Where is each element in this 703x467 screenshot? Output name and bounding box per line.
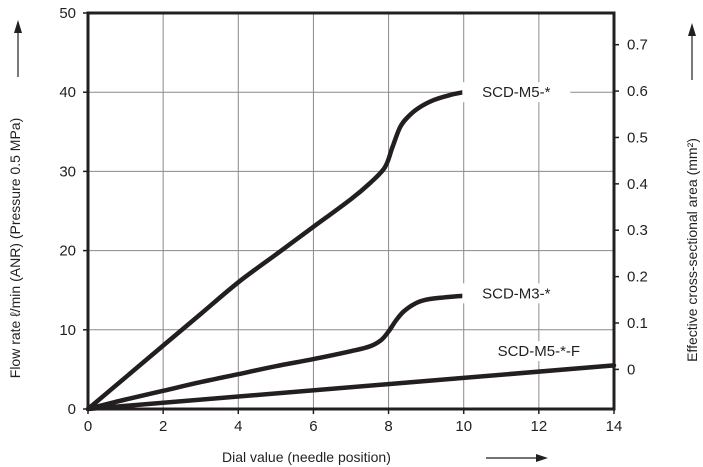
series-line-scd-m5-f	[85, 363, 617, 412]
y2-axis-arrowhead	[688, 23, 696, 36]
y-tick-label: 50	[59, 5, 76, 22]
x-tick-label: 8	[384, 418, 392, 435]
y-axis-arrowhead	[14, 20, 22, 33]
series-label-scd-m3: SCD-M3-*	[482, 285, 550, 302]
series-label-background	[484, 341, 593, 362]
y2-tick-label: 0.6	[627, 83, 648, 100]
series-label-scd-m5: SCD-M5-*	[482, 84, 550, 101]
y-tick-label: 30	[59, 163, 76, 180]
x-tick-label: 10	[455, 418, 472, 435]
series-layer	[85, 89, 617, 412]
plot-frame	[86, 11, 616, 411]
y2-tick-label: 0.3	[627, 222, 648, 239]
x-tick-label: 14	[606, 418, 623, 435]
y-tick-label: 20	[59, 243, 76, 260]
x-tick-label: 0	[84, 418, 92, 435]
y2-axis-title: Effective cross-sectional area (mm²)	[684, 138, 700, 362]
x-tick-label: 6	[309, 418, 317, 435]
y2-tick-label: 0.2	[627, 269, 648, 286]
series-label-background	[462, 283, 571, 304]
series-label-background	[462, 82, 571, 103]
y2-tick-label: 0.1	[627, 315, 648, 332]
y-tick-label: 40	[59, 84, 76, 101]
y2-tick-label: 0.5	[627, 129, 648, 146]
y-tick-label: 0	[68, 401, 76, 418]
x-axis-title: Dial value (needle position)	[222, 449, 391, 465]
series-line-scd-m5	[85, 89, 470, 412]
y-axis-title: Flow rate ℓ/min (ANR) (Pressure 0.5 MPa)	[7, 118, 23, 378]
series-label-scd-m5-f: SCD-M5-*-F	[498, 343, 581, 360]
axis-titles: Dial value (needle position) Flow rate ℓ…	[7, 20, 700, 465]
axis-ticks: 0 2 4 6 8 10 12 14 0 10 20 30 40 50 0 0.1 0.2 0.3 0.4 0.5 0.…	[59, 5, 648, 435]
y2-tick-label: 0.4	[627, 176, 648, 193]
x-tick-label: 2	[159, 418, 167, 435]
series-line-scd-m3	[85, 292, 474, 412]
x-tick-label: 12	[531, 418, 548, 435]
y-tick-label: 10	[59, 322, 76, 339]
y2-tick-label: 0	[627, 361, 635, 378]
y2-tick-label: 0.7	[627, 37, 648, 54]
series-labels: SCD-M5-* SCD-M3-* SCD-M5-*-F	[462, 82, 593, 362]
x-tick-label: 4	[234, 418, 242, 435]
x-axis-arrowhead	[536, 454, 548, 462]
